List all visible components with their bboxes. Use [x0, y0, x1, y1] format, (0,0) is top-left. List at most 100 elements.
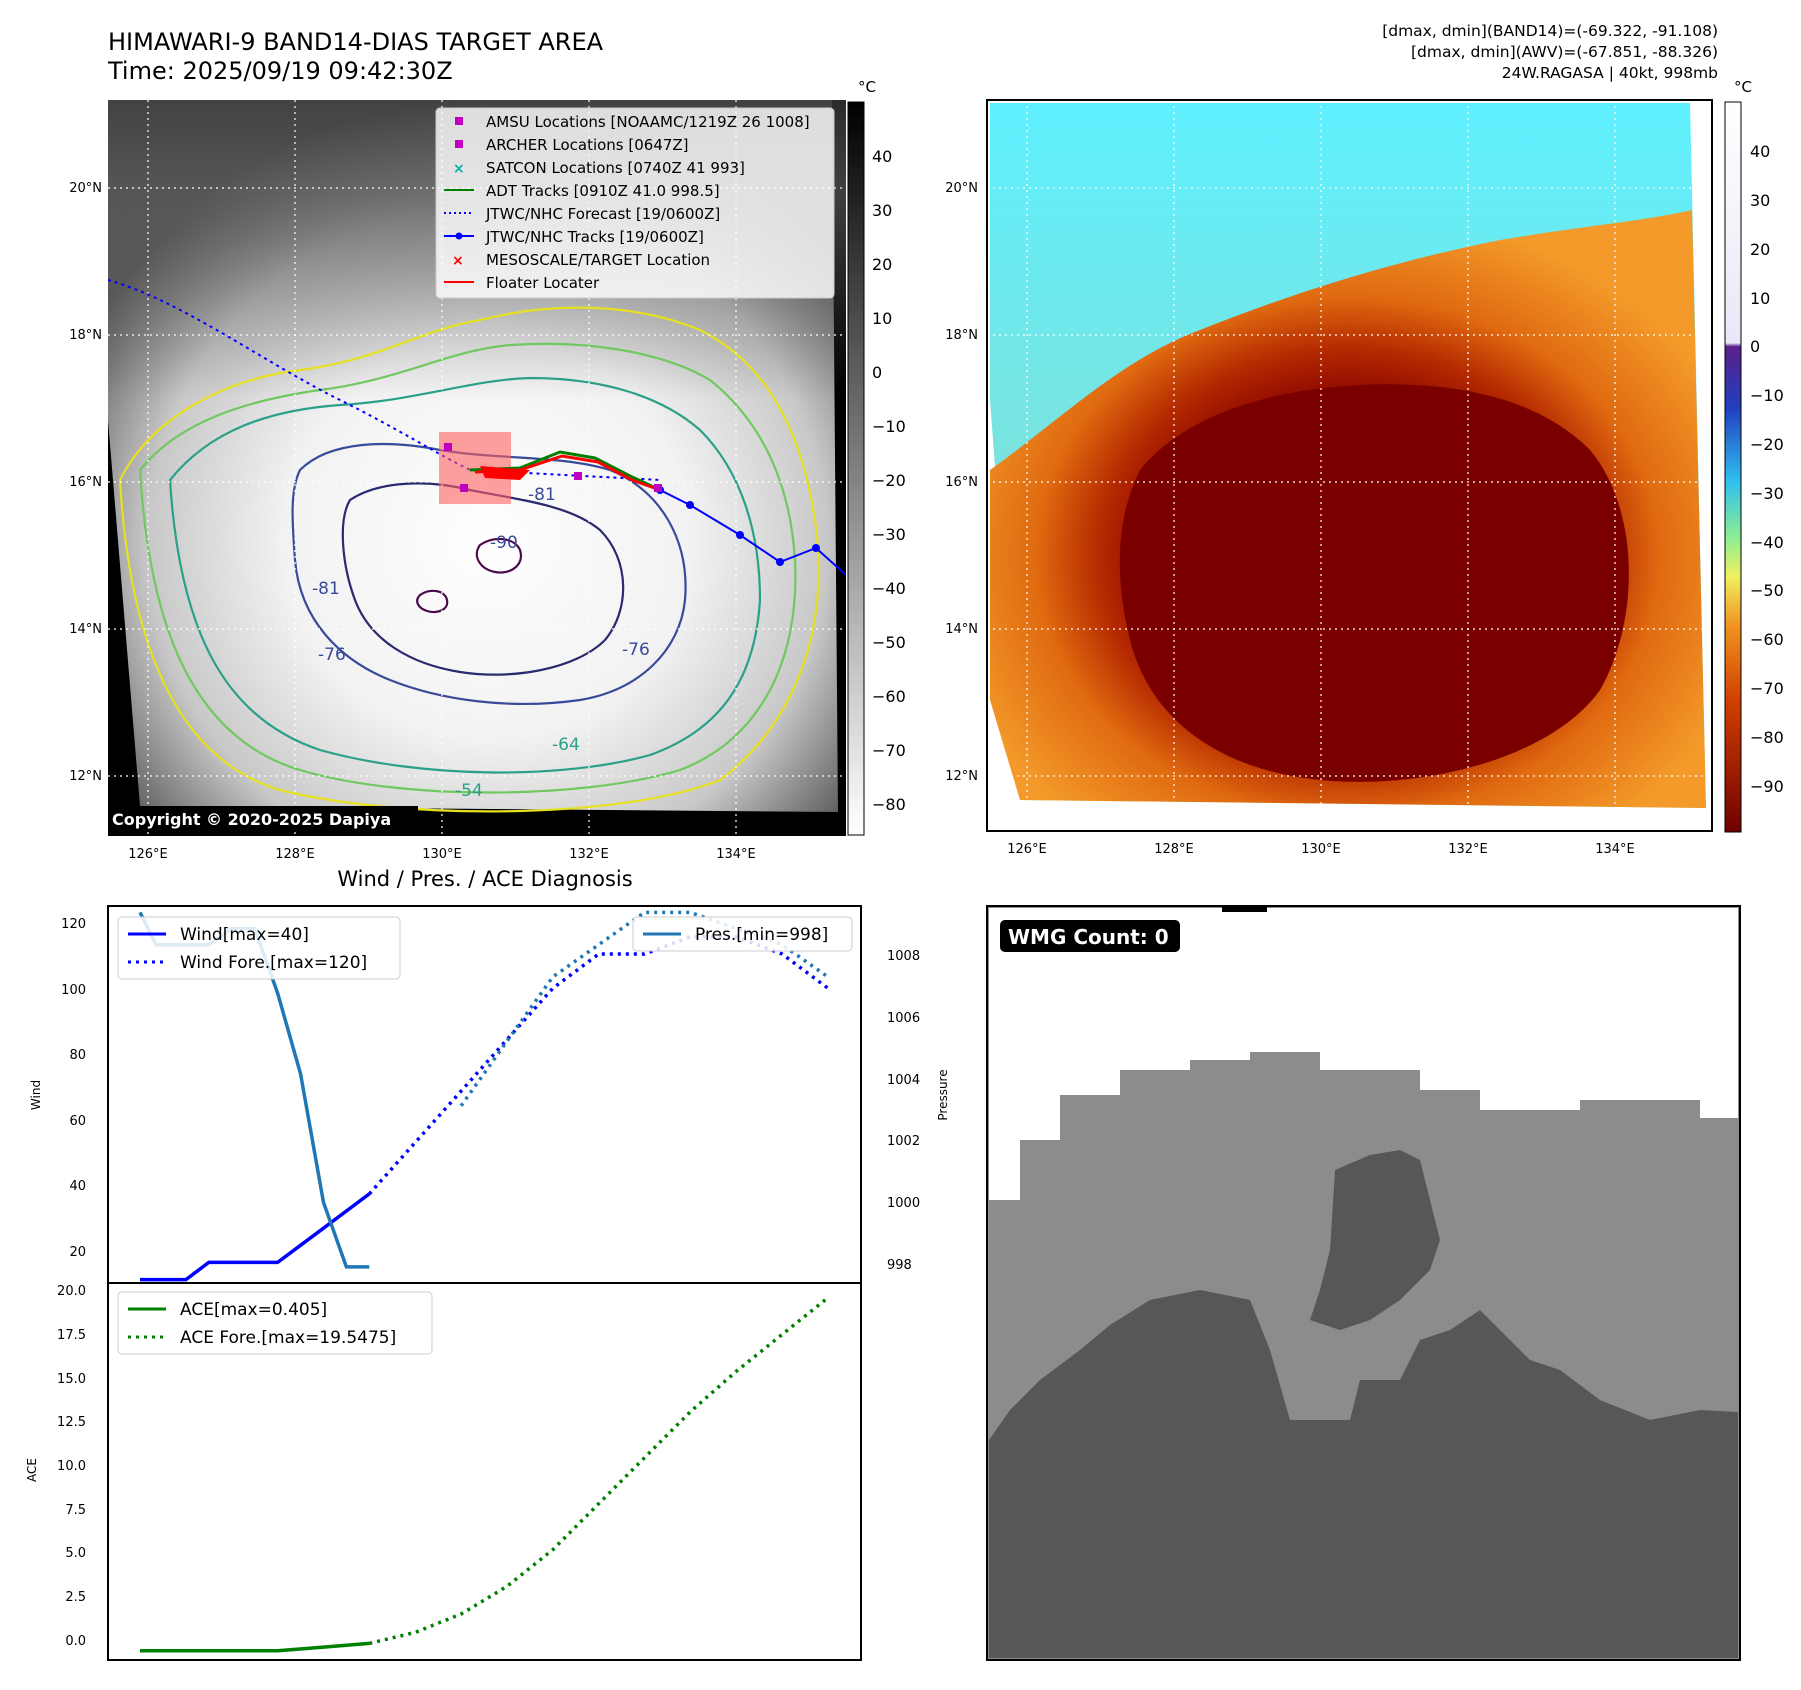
ace-tick: 0.0 [65, 1634, 86, 1649]
ace-tick: 17.5 [57, 1328, 86, 1343]
wind-tick: 100 [61, 983, 86, 998]
legend-wind: Wind[max=40] [180, 925, 309, 945]
colorbar-tick: −70 [872, 741, 906, 760]
colorbar-tick: −70 [1750, 679, 1784, 698]
colorbar-tick: −60 [872, 687, 906, 706]
ace-tick: 15.0 [57, 1372, 86, 1387]
wind-series-layer [140, 935, 830, 1282]
legend-label: MESOSCALE/TARGET Location [486, 251, 710, 269]
colorbar-tick: −30 [872, 525, 906, 544]
pressure-tick: 998 [887, 1258, 912, 1273]
legend-pres: Pres.[min=998] [695, 925, 828, 945]
ace-panel: ACE 20.0 17.5 15.0 12.5 10.0 7.5 5.0 2.5… [25, 1282, 862, 1661]
wind-pressure-panel: Wind Pressure 120 100 80 60 40 20 1008 1… [29, 905, 950, 1284]
legend-label: JTWC/NHC Forecast [19/0600Z] [485, 205, 720, 223]
legend-label: AMSU Locations [NOAAMC/1219Z 26 1008] [486, 113, 810, 131]
colorbar-unit: °C [1734, 78, 1752, 96]
colorbar-tick: 20 [872, 255, 892, 274]
info-band14: [dmax, dmin](BAND14)=(-69.322, -91.108) [1382, 22, 1718, 40]
contour-label: -90 [490, 533, 518, 553]
lat-tick: 20°N [69, 181, 102, 196]
colorbar-tick: −90 [1750, 777, 1784, 796]
colorbar-tick: 30 [1750, 191, 1770, 210]
ace-ylabel: ACE [25, 1458, 39, 1482]
colorbar-tick: 10 [872, 309, 892, 328]
colorbar-tick: −10 [1750, 386, 1784, 405]
series-line-0 [140, 1641, 370, 1653]
wmg-panel: WMG Count: 0 [986, 905, 1741, 1661]
pressure-tick: 1000 [887, 1196, 920, 1211]
map-legend: AMSU Locations [NOAAMC/1219Z 26 1008] AR… [435, 107, 835, 299]
color-colorbar: °C 40 30 20 10 0 −10 −20 −30 −40 −50 −60… [1724, 78, 1784, 833]
wmg-count: WMG Count: 0 [1008, 925, 1169, 949]
lat-tick: 12°N [69, 769, 102, 784]
contour-label: -54 [455, 781, 483, 801]
diagnosis-title: Wind / Pres. / ACE Diagnosis [337, 867, 632, 891]
colorbar-tick: −40 [872, 579, 906, 598]
lon-tick: 126°E [1007, 842, 1047, 857]
series-line-1 [459, 910, 830, 1107]
lat-tick: 12°N [945, 769, 978, 784]
ace-tick: 20.0 [57, 1284, 86, 1299]
colorbar-tick: −80 [872, 795, 906, 814]
colorbar-unit: °C [858, 78, 876, 96]
ace-series-layer [140, 1296, 830, 1653]
lat-tick: 18°N [945, 328, 978, 343]
colorbar-tick: 10 [1750, 289, 1770, 308]
lat-tick: 20°N [945, 181, 978, 196]
colorbar-tick: 40 [872, 147, 892, 166]
colorbar-tick: −10 [872, 417, 906, 436]
pressure-ylabel: Pressure [936, 1069, 950, 1120]
contour-label: -76 [622, 640, 650, 660]
legend-marker-archer [455, 140, 463, 148]
colorbar-tick: −20 [1750, 435, 1784, 454]
info-awv: [dmax, dmin](AWV)=(-67.851, -88.326) [1411, 43, 1718, 61]
colorbar-tick: −80 [1750, 728, 1784, 747]
legend-marker-satcon: × [453, 161, 465, 177]
legend-ace-fore: ACE Fore.[max=19.5475] [180, 1328, 396, 1348]
ir-color-map: 126°E 128°E 130°E 132°E 134°E 20°N 18°N … [945, 99, 1713, 857]
colorbar-tick: −40 [1750, 533, 1784, 552]
legend-label: ARCHER Locations [0647Z] [486, 136, 689, 154]
wind-tick: 40 [69, 1179, 86, 1194]
legend-label: Floater Locater [486, 274, 600, 292]
series-line-1 [367, 935, 830, 1196]
wind-ylabel: Wind [29, 1080, 43, 1110]
lon-tick: 132°E [569, 847, 609, 862]
colorbar-tick: −20 [872, 471, 906, 490]
wind-tick: 20 [69, 1245, 86, 1260]
lon-tick: 134°E [716, 847, 756, 862]
wind-tick: 80 [69, 1048, 86, 1063]
legend-wind-fore: Wind Fore.[max=120] [180, 953, 367, 973]
colorbar-tick: 20 [1750, 240, 1770, 259]
copyright: Copyright © 2020-2025 Dapiya [112, 810, 391, 829]
lon-tick: 130°E [422, 847, 462, 862]
lon-tick: 134°E [1595, 842, 1635, 857]
lon-tick: 130°E [1301, 842, 1341, 857]
legend-ace: ACE[max=0.405] [180, 1300, 327, 1320]
contour-label: -81 [312, 579, 340, 599]
ace-tick: 12.5 [57, 1415, 86, 1430]
colorbar-tick: 0 [872, 363, 882, 382]
info-storm: 24W.RAGASA | 40kt, 998mb [1501, 64, 1718, 82]
contour-label: -64 [552, 735, 580, 755]
colorbar-tick: 30 [872, 201, 892, 220]
colorbar-tick: 40 [1750, 142, 1770, 161]
lat-tick: 16°N [69, 475, 102, 490]
colorbar-tick: −50 [872, 633, 906, 652]
colorbar-tick: −50 [1750, 581, 1784, 600]
legend-label: SATCON Locations [0740Z 41 993] [486, 159, 745, 177]
lat-tick: 14°N [69, 622, 102, 637]
colorbar-tick: 0 [1750, 337, 1760, 356]
lon-tick: 128°E [1154, 842, 1194, 857]
pressure-tick: 1004 [887, 1073, 920, 1088]
lon-tick: 132°E [1448, 842, 1488, 857]
lat-tick: 18°N [69, 328, 102, 343]
lat-tick: 14°N [945, 622, 978, 637]
ir-grayscale-map: -81 -90 -81 -76 -76 -64 -54 Copyright © … [69, 100, 846, 862]
ace-tick: 2.5 [65, 1590, 86, 1605]
lat-tick: 16°N [945, 475, 978, 490]
colorbar-tick: −30 [1750, 484, 1784, 503]
pressure-tick: 1008 [887, 949, 920, 964]
